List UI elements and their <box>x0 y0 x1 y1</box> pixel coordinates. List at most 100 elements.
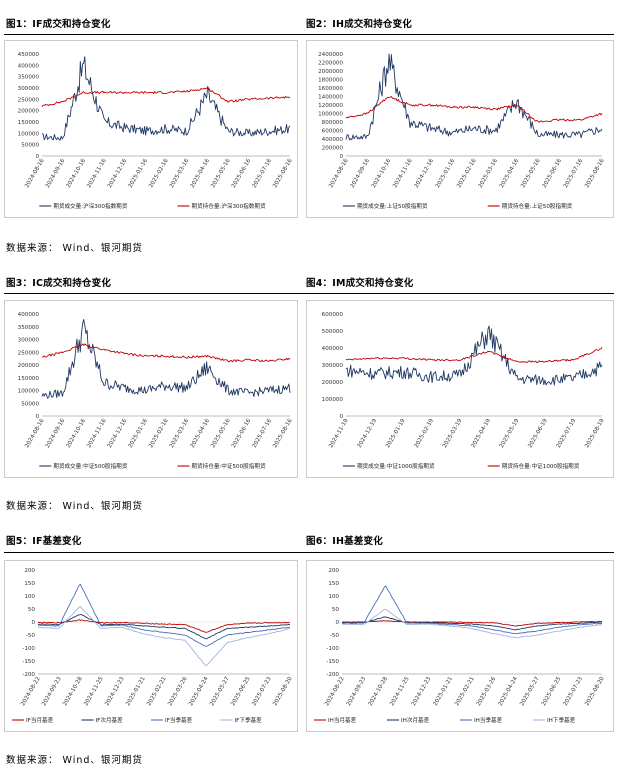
y-tick-label: 400000 <box>322 137 344 143</box>
chart-frame <box>4 560 298 732</box>
chart-svg: 0 200000 400000 600000 800000 1000000 1200000 1… <box>306 40 614 218</box>
figure-6-caption: 图6：IH基差变化 <box>306 536 383 547</box>
x-tick-label: 2025-06-16 <box>542 158 564 190</box>
x-tick-label: 2024-10-16 <box>66 418 88 450</box>
y-tick-label: -100 <box>326 646 339 652</box>
x-tick-label: 2025-04-16 <box>499 158 521 190</box>
chart-frame <box>306 560 614 732</box>
x-tick-label: 2025-03-19 <box>442 418 464 450</box>
y-tick-label: 1800000 <box>318 78 343 84</box>
series-line-2 <box>341 585 603 635</box>
x-tick-label: 2025-08-16 <box>272 158 294 190</box>
y-tick-label: 450000 <box>18 52 40 58</box>
data-source-note: 数据来源： Wind、银河期货 <box>6 755 143 766</box>
y-tick-label: 200000 <box>322 380 344 386</box>
x-tick-label: 2025-05-16 <box>210 418 232 450</box>
y-tick-label: 100 <box>24 594 35 600</box>
series-line-3 <box>37 606 291 667</box>
y-tick-label: 100000 <box>322 397 344 403</box>
y-tick-label: 250000 <box>18 97 40 103</box>
x-tick-label: 2024-12-16 <box>414 158 436 190</box>
x-tick-label: 2025-07-19 <box>556 418 578 450</box>
series-line-1 <box>37 614 291 640</box>
x-tick-label: 2025-06-25 <box>230 676 252 708</box>
chart-ic-volume-oi: 0 50000 100000 150000 200000 250000 300000 3500… <box>4 300 298 478</box>
y-tick-label: 350000 <box>18 75 40 81</box>
x-tick-label: 2024-12-19 <box>357 418 379 450</box>
series-line-0 <box>341 620 603 627</box>
y-tick-label: 150000 <box>18 376 40 382</box>
x-tick-label: 2025-06-16 <box>231 158 253 190</box>
x-tick-label: 2024-10-28 <box>368 676 390 708</box>
series-line-0 <box>41 319 291 399</box>
x-tick-label: 2025-03-16 <box>169 418 191 450</box>
y-tick-label: 2000000 <box>318 69 343 75</box>
legend-label: IF当季基差 <box>165 716 193 724</box>
x-tick-label: 2025-01-16 <box>128 418 150 450</box>
legend-label: 期货成交量:中证500股指期货 <box>53 462 127 470</box>
series-line-0 <box>41 56 291 141</box>
x-tick-label: 2025-04-16 <box>190 158 212 190</box>
y-tick-label: 0 <box>35 414 39 420</box>
y-tick-label: -150 <box>326 659 339 665</box>
x-tick-label: 2024-09-16 <box>45 158 67 190</box>
x-tick-label: 2025-01-21 <box>433 676 455 708</box>
x-tick-label: 2024-09-23 <box>41 676 63 708</box>
x-tick-label: 2025-01-16 <box>435 158 457 190</box>
x-tick-label: 2025-03-16 <box>169 158 191 190</box>
x-tick-label: 2025-08-20 <box>272 676 294 708</box>
y-tick-label: 2400000 <box>318 52 343 58</box>
chart-frame <box>4 300 298 478</box>
x-tick-label: 2025-01-21 <box>125 676 147 708</box>
y-tick-label: 200000 <box>322 146 344 152</box>
x-tick-label: 2025-07-16 <box>252 418 274 450</box>
x-tick-label: 2025-06-19 <box>527 418 549 450</box>
y-tick-label: 600000 <box>322 312 344 318</box>
legend-label: 期货持仓量:中证500股指期货 <box>191 462 265 470</box>
y-tick-label: 300000 <box>18 338 40 344</box>
y-tick-label: 250000 <box>18 350 40 356</box>
legend-label: IH当季基差 <box>474 716 503 724</box>
y-tick-label: 350000 <box>18 325 40 331</box>
x-tick-label: 2025-05-16 <box>520 158 542 190</box>
y-tick-label: -200 <box>326 672 339 678</box>
y-tick-label: 200 <box>328 568 339 574</box>
x-tick-label: 2024-10-28 <box>62 676 84 708</box>
figure-5-caption: 图5：IF基差变化 <box>6 536 82 547</box>
x-tick-label: 2024-11-25 <box>83 676 105 708</box>
y-tick-label: 800000 <box>322 120 344 126</box>
y-tick-label: 0 <box>335 620 339 626</box>
x-tick-label: 2025-05-16 <box>210 158 232 190</box>
chart-ih-basis: -200 -150 -100 -50 0 50 100 150 200 2024-08-22 202… <box>306 560 614 732</box>
y-tick-label: 200 <box>24 568 35 574</box>
y-tick-label: 0 <box>339 414 343 420</box>
caption-rule <box>4 552 614 553</box>
x-tick-label: 2025-03-16 <box>478 158 500 190</box>
x-tick-label: 2025-03-26 <box>476 676 498 708</box>
legend-label: IH次月基差 <box>401 716 430 724</box>
x-tick-label: 2025-02-16 <box>456 158 478 190</box>
chart-svg: 0 100000 200000 300000 400000 500000 600000 202… <box>306 300 614 478</box>
caption-rule <box>4 34 614 35</box>
y-tick-label: -50 <box>26 633 36 639</box>
y-tick-label: 400000 <box>18 312 40 318</box>
data-source-note: 数据来源： Wind、银河期货 <box>6 243 143 254</box>
x-tick-label: 2024-09-23 <box>346 676 368 708</box>
x-tick-label: 2025-04-24 <box>188 676 210 708</box>
x-tick-label: 2025-07-16 <box>252 158 274 190</box>
figure-4-caption: 图4：IM成交和持仓变化 <box>306 278 414 289</box>
x-tick-label: 2025-02-21 <box>146 676 168 708</box>
chart-ih-volume-oi: 0 200000 400000 600000 800000 1000000 1200000 1… <box>306 40 614 218</box>
series-line-3 <box>341 608 603 639</box>
x-tick-label: 2025-08-19 <box>584 418 606 450</box>
x-tick-label: 2024-12-16 <box>107 158 129 190</box>
series-line-0 <box>37 619 291 633</box>
x-tick-label: 2025-06-25 <box>541 676 563 708</box>
legend-label: 期货成交量:沪深300指数期货 <box>53 202 127 210</box>
x-tick-label: 2025-07-16 <box>563 158 585 190</box>
y-tick-label: 500000 <box>322 329 344 335</box>
x-tick-label: 2025-07-23 <box>563 676 585 708</box>
x-tick-label: 2024-11-16 <box>392 158 414 190</box>
